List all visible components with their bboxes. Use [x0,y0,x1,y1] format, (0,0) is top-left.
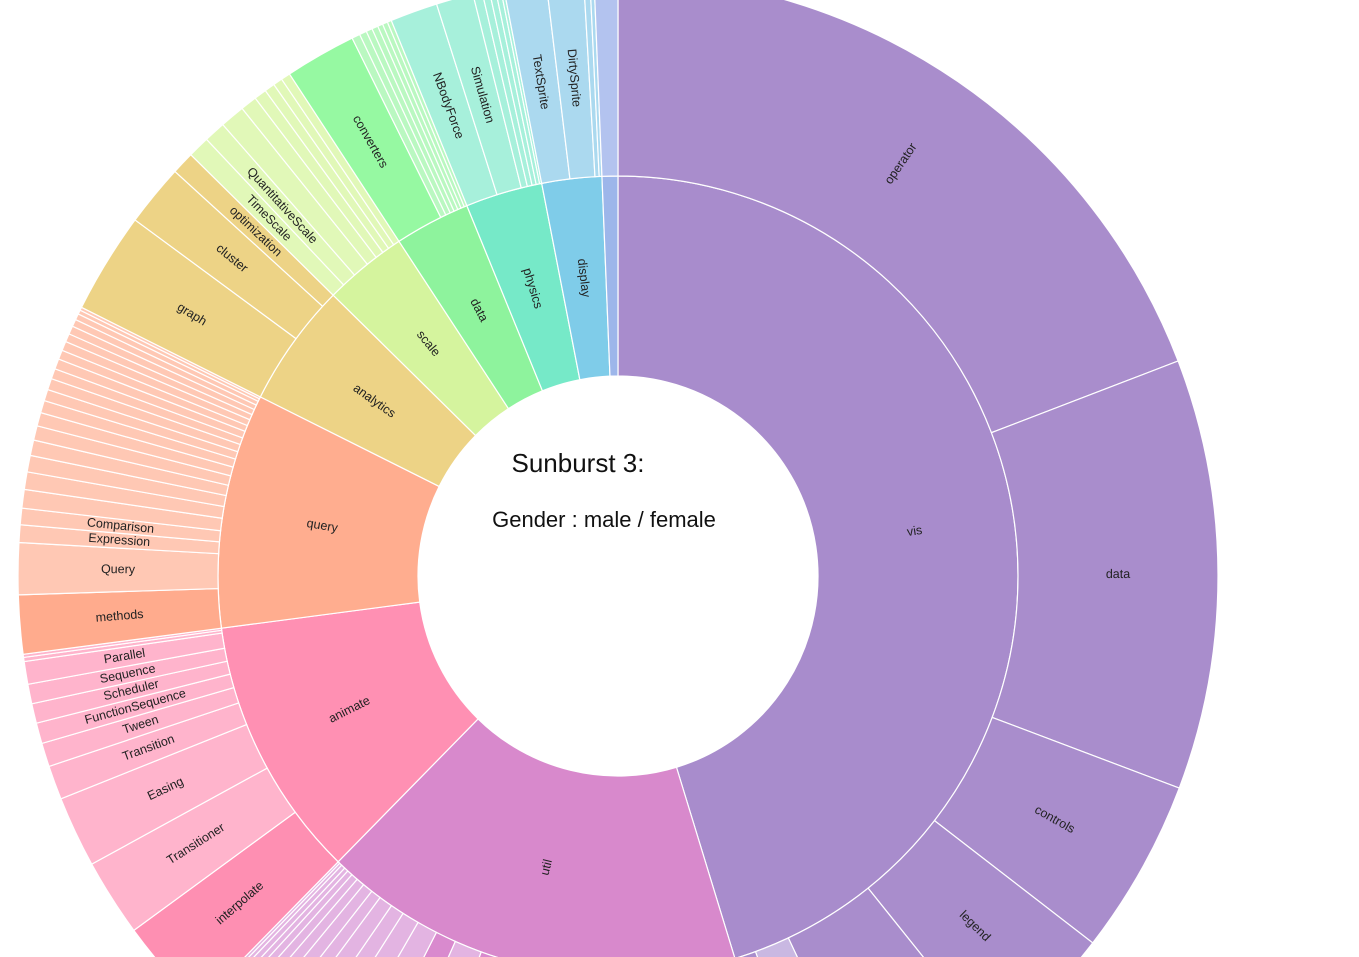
segment-label: util [538,858,555,877]
segment-label: Parallel [103,646,146,667]
outer-segment [787,887,925,957]
outer-segment [867,819,1094,957]
outer-segment [990,360,1219,789]
segment-label: Query [101,562,136,576]
rings [17,0,1219,957]
segment-label: methods [95,607,144,625]
segment-label: vis [906,523,923,539]
outer-segment [594,0,619,177]
outer-segment [617,0,1179,434]
segment-label: display [575,258,593,299]
segment-label: query [306,516,340,535]
segment-label: DirtySprite [565,48,584,107]
chart-subtitle: Gender : male / female [492,507,716,532]
segment-label: Comparison [86,515,154,536]
segment-label: data [1106,567,1130,581]
outer-segment [478,951,499,957]
segment-label: Expression [88,531,151,549]
outer-segment [737,950,759,957]
chart-title: Sunburst 3: [512,448,645,478]
